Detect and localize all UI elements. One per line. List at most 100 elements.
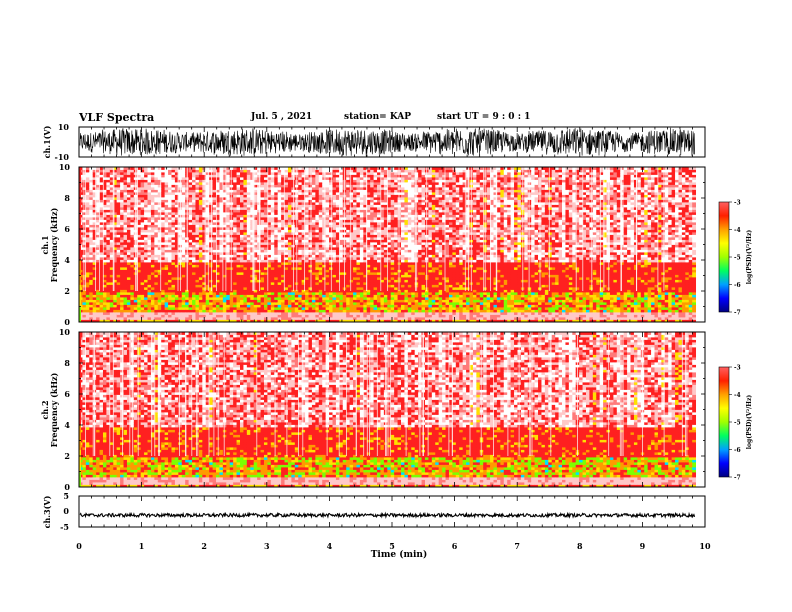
spectrogram-cell: [233, 237, 237, 240]
spectrogram-cell: [281, 297, 285, 300]
spectrogram-cell: [315, 297, 320, 300]
spectrogram-cell: [205, 222, 210, 225]
spectrogram-cell: [150, 199, 155, 203]
spectrogram-cell: [109, 277, 114, 280]
spectrogram-cell: [161, 244, 166, 248]
spectrogram-cell: [219, 229, 224, 233]
spectrogram-cell: [322, 167, 327, 170]
spectrogram-cell: [263, 209, 268, 213]
spectrogram-cell: [188, 232, 193, 235]
spectrogram-cell: [311, 257, 316, 260]
spectrogram-cell: [246, 297, 251, 300]
spectrogram-cell: [195, 254, 200, 258]
spectrogram-cell: [174, 194, 179, 198]
spectrogram-cell: [109, 174, 114, 178]
spectrogram-cell: [82, 222, 87, 225]
spectrogram-cell: [140, 249, 145, 253]
spectrogram-cell: [270, 197, 275, 200]
spectrogram-cell: [335, 312, 340, 315]
spectrogram-cell: [311, 167, 316, 170]
spectrogram-cell: [260, 284, 265, 288]
spectrogram-cell: [339, 279, 344, 283]
spectrogram-cell: [301, 312, 306, 315]
spectrogram-cell: [240, 177, 244, 180]
spectrogram-cell: [85, 239, 90, 243]
spectrogram-cell: [325, 222, 330, 225]
spectrogram-cell: [250, 289, 255, 293]
spectrogram-cell: [246, 307, 251, 310]
spectrogram-cell: [274, 172, 279, 175]
spectrogram-cell: [195, 184, 200, 188]
spectrogram-cell: [243, 217, 248, 220]
spectrogram-cell: [120, 199, 124, 203]
spectrogram-cell: [284, 269, 289, 273]
spectrogram-cell: [116, 239, 121, 243]
spectrogram-cell: [311, 207, 316, 210]
spectrogram-cell: [298, 197, 303, 200]
spectrogram-cell: [96, 304, 100, 308]
spectrogram-cell: [216, 292, 220, 295]
spectrogram-cell: [192, 229, 196, 233]
spectrogram-cell: [85, 229, 90, 233]
spectrogram-cell: [181, 254, 186, 258]
spectrogram-cell: [263, 212, 268, 215]
spectrogram-cell: [144, 299, 148, 303]
spectrogram-cell: [109, 299, 114, 303]
spectrogram-cell: [301, 207, 306, 210]
spectrogram-cell: [157, 314, 162, 318]
spectrogram-cell: [322, 172, 327, 175]
spectrogram-cell: [161, 179, 166, 183]
spectrogram-cell: [257, 312, 261, 315]
spectrogram-cell: [219, 232, 224, 235]
spectrogram-cell: [89, 237, 94, 240]
spectrogram-cell: [222, 279, 227, 283]
spectrogram-cell: [164, 224, 169, 228]
spectrogram-cell: [212, 192, 217, 195]
spectrogram-cell: [123, 222, 128, 225]
spectrogram-cell: [212, 279, 217, 283]
spectrogram-cell: [260, 229, 265, 233]
spectrogram-cell: [240, 254, 244, 258]
spectrogram-cell: [209, 247, 213, 250]
spectrogram-cell: [85, 212, 90, 215]
spectrogram-cell: [346, 222, 351, 225]
spectrogram-cell: [202, 197, 207, 200]
spectrogram-cell: [274, 262, 279, 265]
spectrogram-cell: [147, 262, 152, 265]
spectrogram-cell: [212, 307, 217, 310]
spectrogram-cell: [209, 229, 213, 233]
spectrogram-cell: [109, 267, 114, 270]
spectrogram-cell: [102, 189, 107, 193]
spectrogram-cell: [332, 232, 337, 235]
spectrogram-cell: [332, 292, 337, 295]
spectrogram-cell: [332, 262, 337, 265]
spectrogram-cell: [96, 272, 100, 275]
spectrogram-cell: [85, 209, 90, 213]
spectrogram-cell: [243, 229, 248, 233]
spectrogram-cell: [339, 259, 344, 263]
spectrogram-cell: [106, 292, 111, 295]
spectrogram-cell: [270, 297, 275, 300]
spectrogram-cell: [116, 282, 121, 285]
spectrogram-cell: [144, 264, 148, 268]
spectrogram-cell: [322, 237, 327, 240]
spectrogram-cell: [322, 319, 327, 322]
spectrogram-cell: [253, 319, 258, 322]
spectrogram-cell: [325, 174, 330, 178]
spectrogram-cell: [308, 217, 313, 220]
spectrogram-cell: [116, 172, 121, 175]
spectrogram-cell: [144, 232, 148, 235]
spectrogram-cell: [322, 304, 327, 308]
spectrogram-cell: [216, 229, 220, 233]
spectrogram-cell: [85, 199, 90, 203]
spectrogram-cell: [270, 239, 275, 243]
spectrogram-cell: [233, 262, 237, 265]
spectrogram-cell: [260, 182, 265, 185]
spectrogram-cell: [96, 202, 100, 205]
spectrogram-cell: [147, 319, 152, 322]
spectrogram-cell: [123, 192, 128, 195]
spectrogram-cell: [106, 237, 111, 240]
spectrogram-cell: [109, 307, 114, 310]
spectrogram-cell: [168, 282, 172, 285]
spectrogram-cell: [236, 309, 241, 313]
